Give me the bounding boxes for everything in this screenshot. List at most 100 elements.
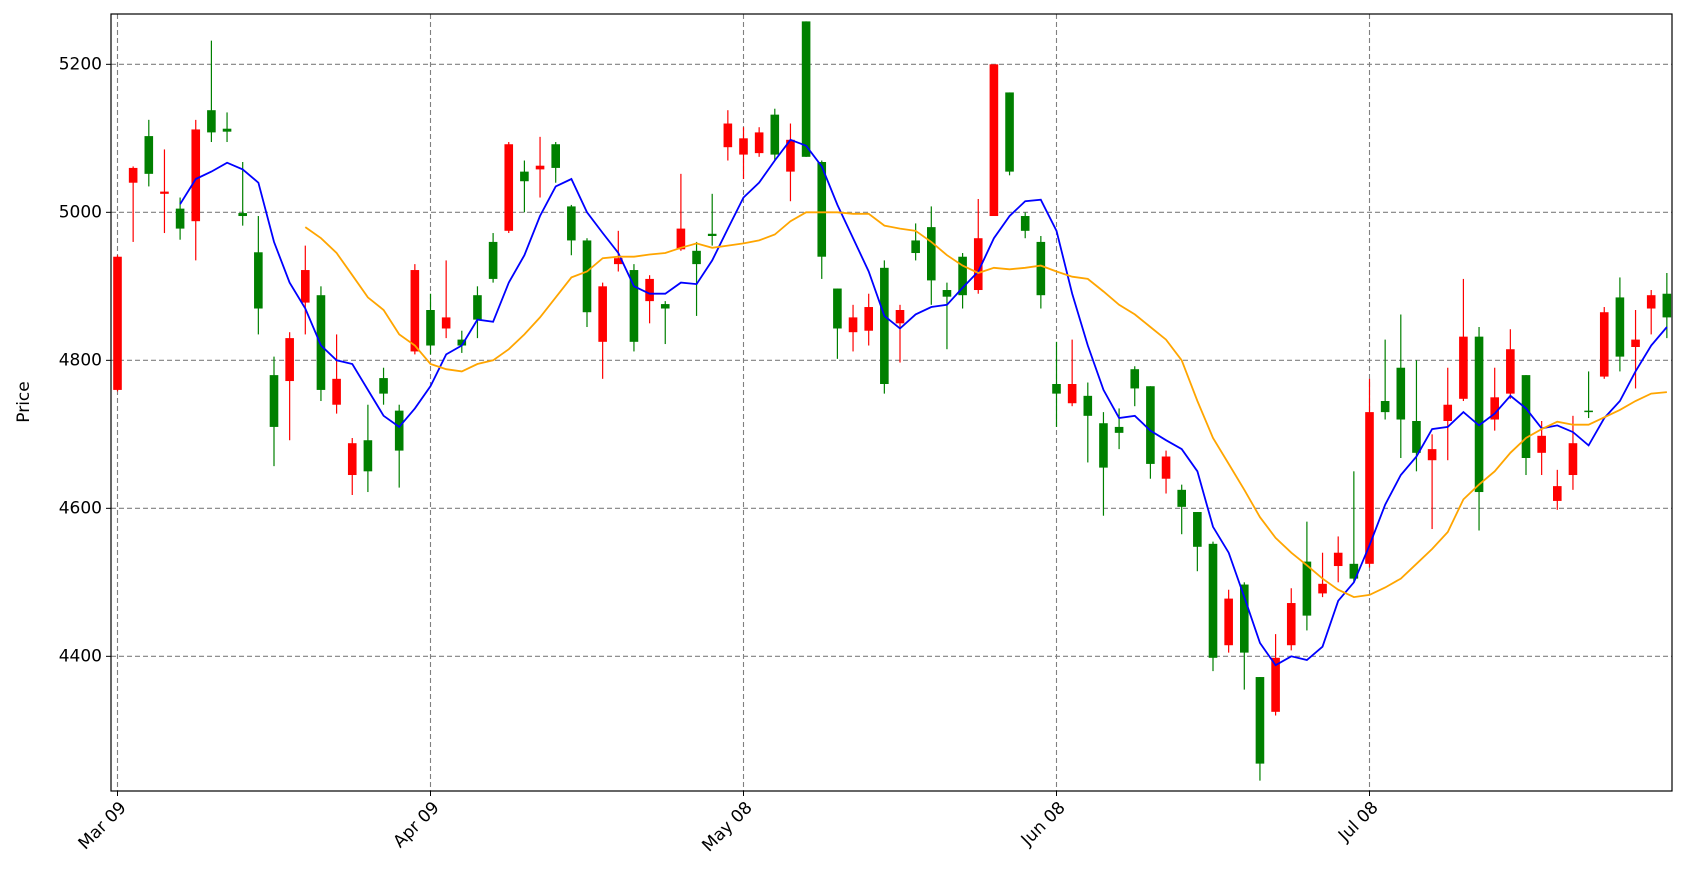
x-tick-label: Jul 08 [1334,798,1382,846]
candle-body [1631,339,1640,347]
candle-body [801,21,811,157]
candle-body [1349,563,1359,579]
candle-body [1646,295,1656,309]
candle-body [1427,449,1437,461]
candle-body [1318,583,1327,594]
candle-body [1412,421,1421,453]
candle-body [942,290,952,297]
candle-body [332,378,341,405]
plot-frame [110,13,1673,792]
candle-body [144,136,154,174]
candle-body [1584,410,1593,413]
candle-body [1130,369,1140,389]
candle-body [645,278,654,302]
candle-body [1521,375,1531,458]
candle-body [786,139,795,172]
moving-average-line [304,211,1667,599]
candle-body [1208,543,1218,658]
candle-body [488,241,498,279]
candle-body [441,317,451,329]
candle-body [848,317,858,333]
candle-body [707,233,717,236]
candle-body [535,165,545,170]
candle-body [1020,216,1030,231]
candle-body [1286,603,1296,646]
candle-body [175,208,185,229]
candle-body [1490,397,1499,420]
candle-body [1036,241,1046,296]
candle-body [1255,677,1265,764]
candle-body [817,162,827,257]
candle-body [551,144,560,168]
candle-body [207,110,216,133]
candle-body [1615,297,1625,357]
candle-body [1193,512,1202,547]
candle-body [1114,426,1124,433]
candle-body [1224,598,1233,646]
candle-body [958,256,967,296]
y-tick-label: 4600 [59,498,102,518]
candle-body [1005,92,1014,172]
candle-body [301,270,310,303]
candle-body [1443,404,1453,421]
candle-body [660,304,670,309]
candle-body [1474,336,1484,493]
candle-body [285,338,294,382]
candle-body [1177,489,1186,507]
candle-body [598,286,607,342]
candle-body [1599,312,1609,377]
candle-body [1240,584,1249,653]
candle-body [160,191,169,194]
candle-body [880,267,889,384]
candle-body [1553,486,1562,501]
candle-body [895,310,905,324]
candle-body [676,228,686,250]
candle-body [1365,412,1374,564]
y-axis-label: Price [14,381,34,422]
candle-body [1099,423,1108,468]
candle-body [1568,443,1578,476]
moving-average-line [179,138,1668,667]
candle-body [582,240,592,313]
candle-body [363,440,373,472]
candle-body [911,240,920,254]
candle-body [1396,367,1406,420]
candle-body [1506,349,1515,394]
x-tick-label: Apr 09 [390,798,444,852]
candle-body [614,258,623,265]
candle-body [113,256,122,390]
y-tick-label: 5200 [59,54,102,74]
candle-body [1067,384,1077,404]
candle-body [222,128,232,132]
candle-body [1333,552,1343,567]
candle-body [269,375,279,427]
candle-body [723,123,733,148]
candle-body [927,227,936,281]
candle-body [473,295,482,320]
x-tick-label: Mar 09 [75,798,131,854]
candle-body [739,138,748,155]
candle-body [316,295,326,390]
y-tick-label: 4400 [59,646,102,666]
candle-body [1662,293,1672,318]
y-tick-label: 4800 [59,350,102,370]
candle-body [426,310,435,346]
x-tick-label: Jun 08 [1017,798,1070,851]
candle-body [833,288,842,329]
candle-body [567,206,576,241]
y-tick-label: 5000 [59,202,102,222]
candle-body [457,339,467,346]
candle-body [692,250,701,265]
candle-body [520,171,529,182]
candle-body [379,378,388,394]
candle-body [254,252,263,309]
candle-body [1271,657,1280,712]
candle-body [770,114,780,155]
candle-body [864,307,873,331]
candle-body [1302,561,1312,616]
candle-body [754,132,764,154]
candle-body [1052,384,1061,394]
candle-body [191,129,201,222]
